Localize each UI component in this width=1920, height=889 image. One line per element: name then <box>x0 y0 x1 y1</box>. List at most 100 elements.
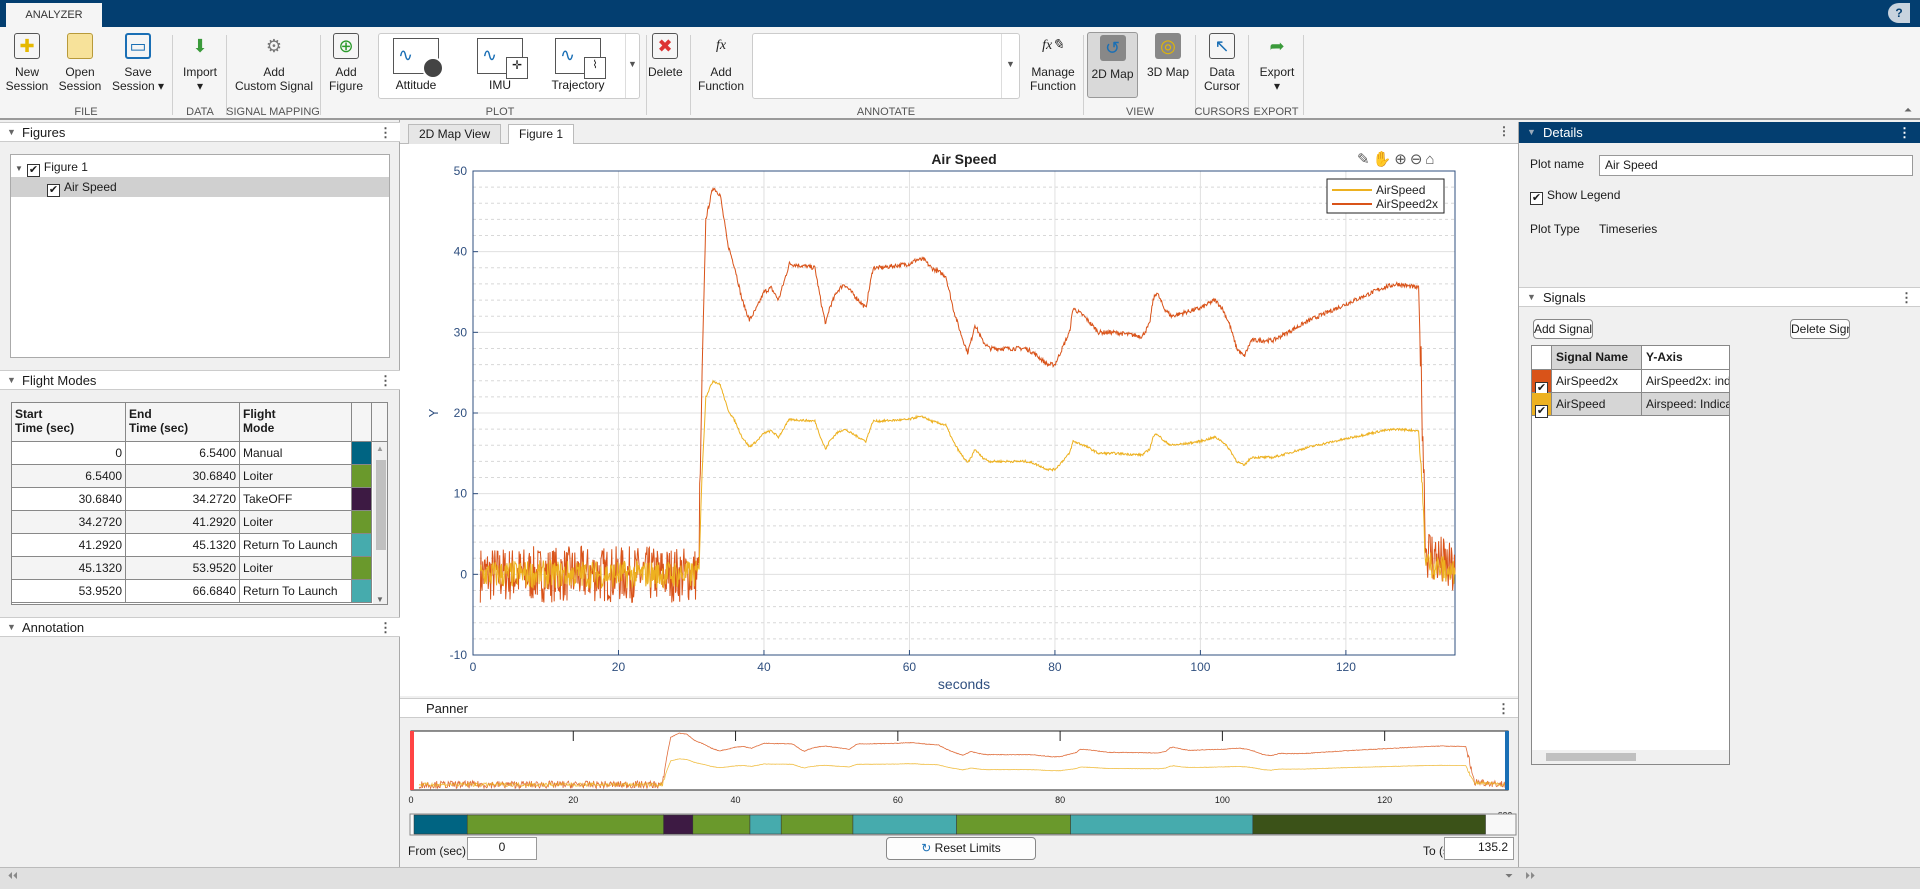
map-2d-button[interactable]: ↺ 2D Map <box>1087 32 1138 98</box>
kebab-icon[interactable]: ⋮ <box>1498 124 1510 138</box>
column-header[interactable]: Start Time (sec) <box>12 403 126 442</box>
checkbox[interactable]: ✔ <box>47 184 60 197</box>
gallery-trajectory[interactable]: ∿ ⌇ Trajectory <box>543 38 613 92</box>
pan-icon[interactable]: ✋ <box>1372 151 1395 168</box>
new-session-button[interactable]: ✚ New Session <box>5 33 49 93</box>
from-input[interactable]: 0 <box>467 837 537 860</box>
table-row[interactable]: 45.1320 53.9520 Loiter <box>12 557 372 580</box>
gallery-attitude[interactable]: ∿ Attitude <box>381 38 451 92</box>
kebab-icon[interactable]: ⋮ <box>379 373 392 388</box>
chevron-down-icon[interactable]: ▼ <box>1001 34 1019 98</box>
expand-icon[interactable]: ▼ <box>15 164 23 173</box>
table-row[interactable]: 34.2720 41.2920 Loiter <box>12 511 372 534</box>
kebab-icon[interactable]: ⋮ <box>1497 701 1510 716</box>
column-header[interactable]: End Time (sec) <box>126 403 240 442</box>
to-input[interactable]: 135.2 <box>1444 837 1514 860</box>
add-signal-button[interactable]: Add Signal <box>1533 319 1593 339</box>
flight-mode: Manual <box>240 442 352 464</box>
panner-series-line <box>418 758 1507 788</box>
expand-icon[interactable]: ⏷ <box>1505 871 1513 882</box>
table-row[interactable]: 6.5400 30.6840 Loiter <box>12 465 372 488</box>
column-header[interactable]: Signal Name <box>1552 346 1642 370</box>
home-icon[interactable]: ⌂ <box>1425 151 1438 168</box>
label: Delete <box>648 65 683 79</box>
add-figure-button[interactable]: ⊕ Add Figure <box>326 33 366 93</box>
y-tick-label: 40 <box>454 245 468 259</box>
label: Trajectory <box>551 78 605 92</box>
collapse-icon[interactable]: ▼ <box>7 375 16 385</box>
table-row[interactable]: 53.9520 66.6840 Return To Launch <box>12 580 372 603</box>
brush-icon[interactable]: ✎ <box>1357 151 1373 168</box>
import-button[interactable]: ⬇ Import ▾ <box>178 33 222 93</box>
panner-plot[interactable]: 020406080100120sec <box>400 727 1518 837</box>
figures-header[interactable]: ▼ Figures ⋮ <box>0 122 400 142</box>
signal-checkbox[interactable]: ✔ <box>1532 370 1552 395</box>
open-session-button[interactable]: Open Session <box>56 33 104 93</box>
tree-item-figure[interactable]: ▼ ✔ Figure 1 <box>11 157 389 177</box>
label: Reset Limits <box>934 841 1001 855</box>
collapse-icon[interactable]: ▼ <box>7 127 16 137</box>
delete-signal-button[interactable]: Delete Signal <box>1790 319 1850 339</box>
map-3d-button[interactable]: ◎ 3D Map <box>1142 33 1194 79</box>
kebab-icon[interactable]: ⋮ <box>379 620 392 635</box>
table-row[interactable]: 41.2920 45.1320 Return To Launch <box>12 534 372 557</box>
section-export: EXPORT <box>1253 106 1299 118</box>
table-header: Start Time (sec) End Time (sec) Flight M… <box>12 403 387 442</box>
kebab-icon[interactable]: ⋮ <box>1900 290 1913 305</box>
kebab-icon[interactable]: ⋮ <box>379 125 392 140</box>
end-time: 45.1320 <box>126 534 240 556</box>
gallery-imu[interactable]: ∿ ✛ IMU <box>465 38 535 92</box>
help-icon[interactable]: ? <box>1888 3 1910 23</box>
tab-analyzer[interactable]: ANALYZER <box>6 3 102 27</box>
plot-name-input[interactable]: Air Speed <box>1599 155 1913 176</box>
panner-right-handle[interactable] <box>1505 731 1509 790</box>
table-row[interactable]: 0 6.5400 Manual <box>12 442 372 465</box>
flight-modes-header[interactable]: ▼ Flight Modes ⋮ <box>0 370 400 390</box>
delete-button[interactable]: ✖ Delete <box>648 33 683 79</box>
attitude-icon: ∿ <box>393 38 444 79</box>
end-time: 6.5400 <box>126 442 240 464</box>
scrollbar[interactable]: ▲ ▼ <box>373 442 387 604</box>
kebab-icon[interactable]: ⋮ <box>1898 125 1911 140</box>
x-tick-label: 0 <box>470 660 477 674</box>
manage-function-icon: fx✎ <box>1042 38 1064 53</box>
label: 3D Map <box>1146 65 1190 79</box>
zoom-in-icon[interactable]: ⊕ <box>1394 151 1410 168</box>
add-function-button[interactable]: fx Add Function <box>696 33 746 94</box>
annotation-header[interactable]: ▼ Annotation ⋮ <box>0 617 400 637</box>
tab-2d-map-view[interactable]: 2D Map View <box>408 124 502 144</box>
label: Open Session <box>58 65 102 93</box>
add-custom-signal-button[interactable]: ⚙ Add Custom Signal <box>230 33 318 93</box>
collapse-icon[interactable]: ▼ <box>1527 127 1536 137</box>
data-cursor-button[interactable]: ↖ Data Cursor <box>1200 33 1244 93</box>
gallery-expand-icon[interactable]: ▼ <box>625 34 639 98</box>
label: Panner <box>426 701 468 716</box>
zoom-out-icon[interactable]: ⊖ <box>1409 151 1426 168</box>
panner-left-handle[interactable] <box>410 731 414 790</box>
signal-checkbox[interactable]: ✔ <box>1532 393 1552 418</box>
reset-limits-button[interactable]: ↻ Reset Limits <box>886 837 1036 860</box>
show-legend-checkbox[interactable]: ✔ Show Legend <box>1530 188 1620 205</box>
checkbox[interactable]: ✔ <box>1530 192 1543 205</box>
table-row[interactable]: 30.6840 34.2720 TakeOFF <box>12 488 372 511</box>
column-header[interactable]: Y-Axis <box>1642 346 1729 370</box>
tab-figure-1[interactable]: Figure 1 <box>508 124 575 144</box>
flight-modes-table: Start Time (sec) End Time (sec) Flight M… <box>11 402 388 605</box>
collapse-icon[interactable]: ▼ <box>7 622 16 632</box>
collapse-toolstrip-icon[interactable]: ⏶ <box>1904 105 1912 116</box>
y-tick-label: 20 <box>454 406 468 420</box>
column-header[interactable]: Flight Mode <box>240 403 352 442</box>
save-session-button[interactable]: ▭ Save Session ▾ <box>108 33 168 93</box>
tree-item-plot[interactable]: ✔ Air Speed <box>11 177 389 197</box>
signals-header[interactable]: ▼ Signals ⋮ <box>1519 287 1920 307</box>
details-header[interactable]: ▼ Details ⋮ <box>1519 122 1920 143</box>
horizontal-scrollbar[interactable] <box>1532 750 1729 764</box>
export-button[interactable]: ➦ Export ▾ <box>1254 33 1300 93</box>
checkbox[interactable]: ✔ <box>26 164 40 177</box>
function-combobox[interactable]: ▼ <box>752 33 1020 99</box>
manage-function-button[interactable]: fx✎ Manage Function <box>1026 33 1080 94</box>
collapse-icon[interactable]: ▼ <box>1527 292 1536 302</box>
